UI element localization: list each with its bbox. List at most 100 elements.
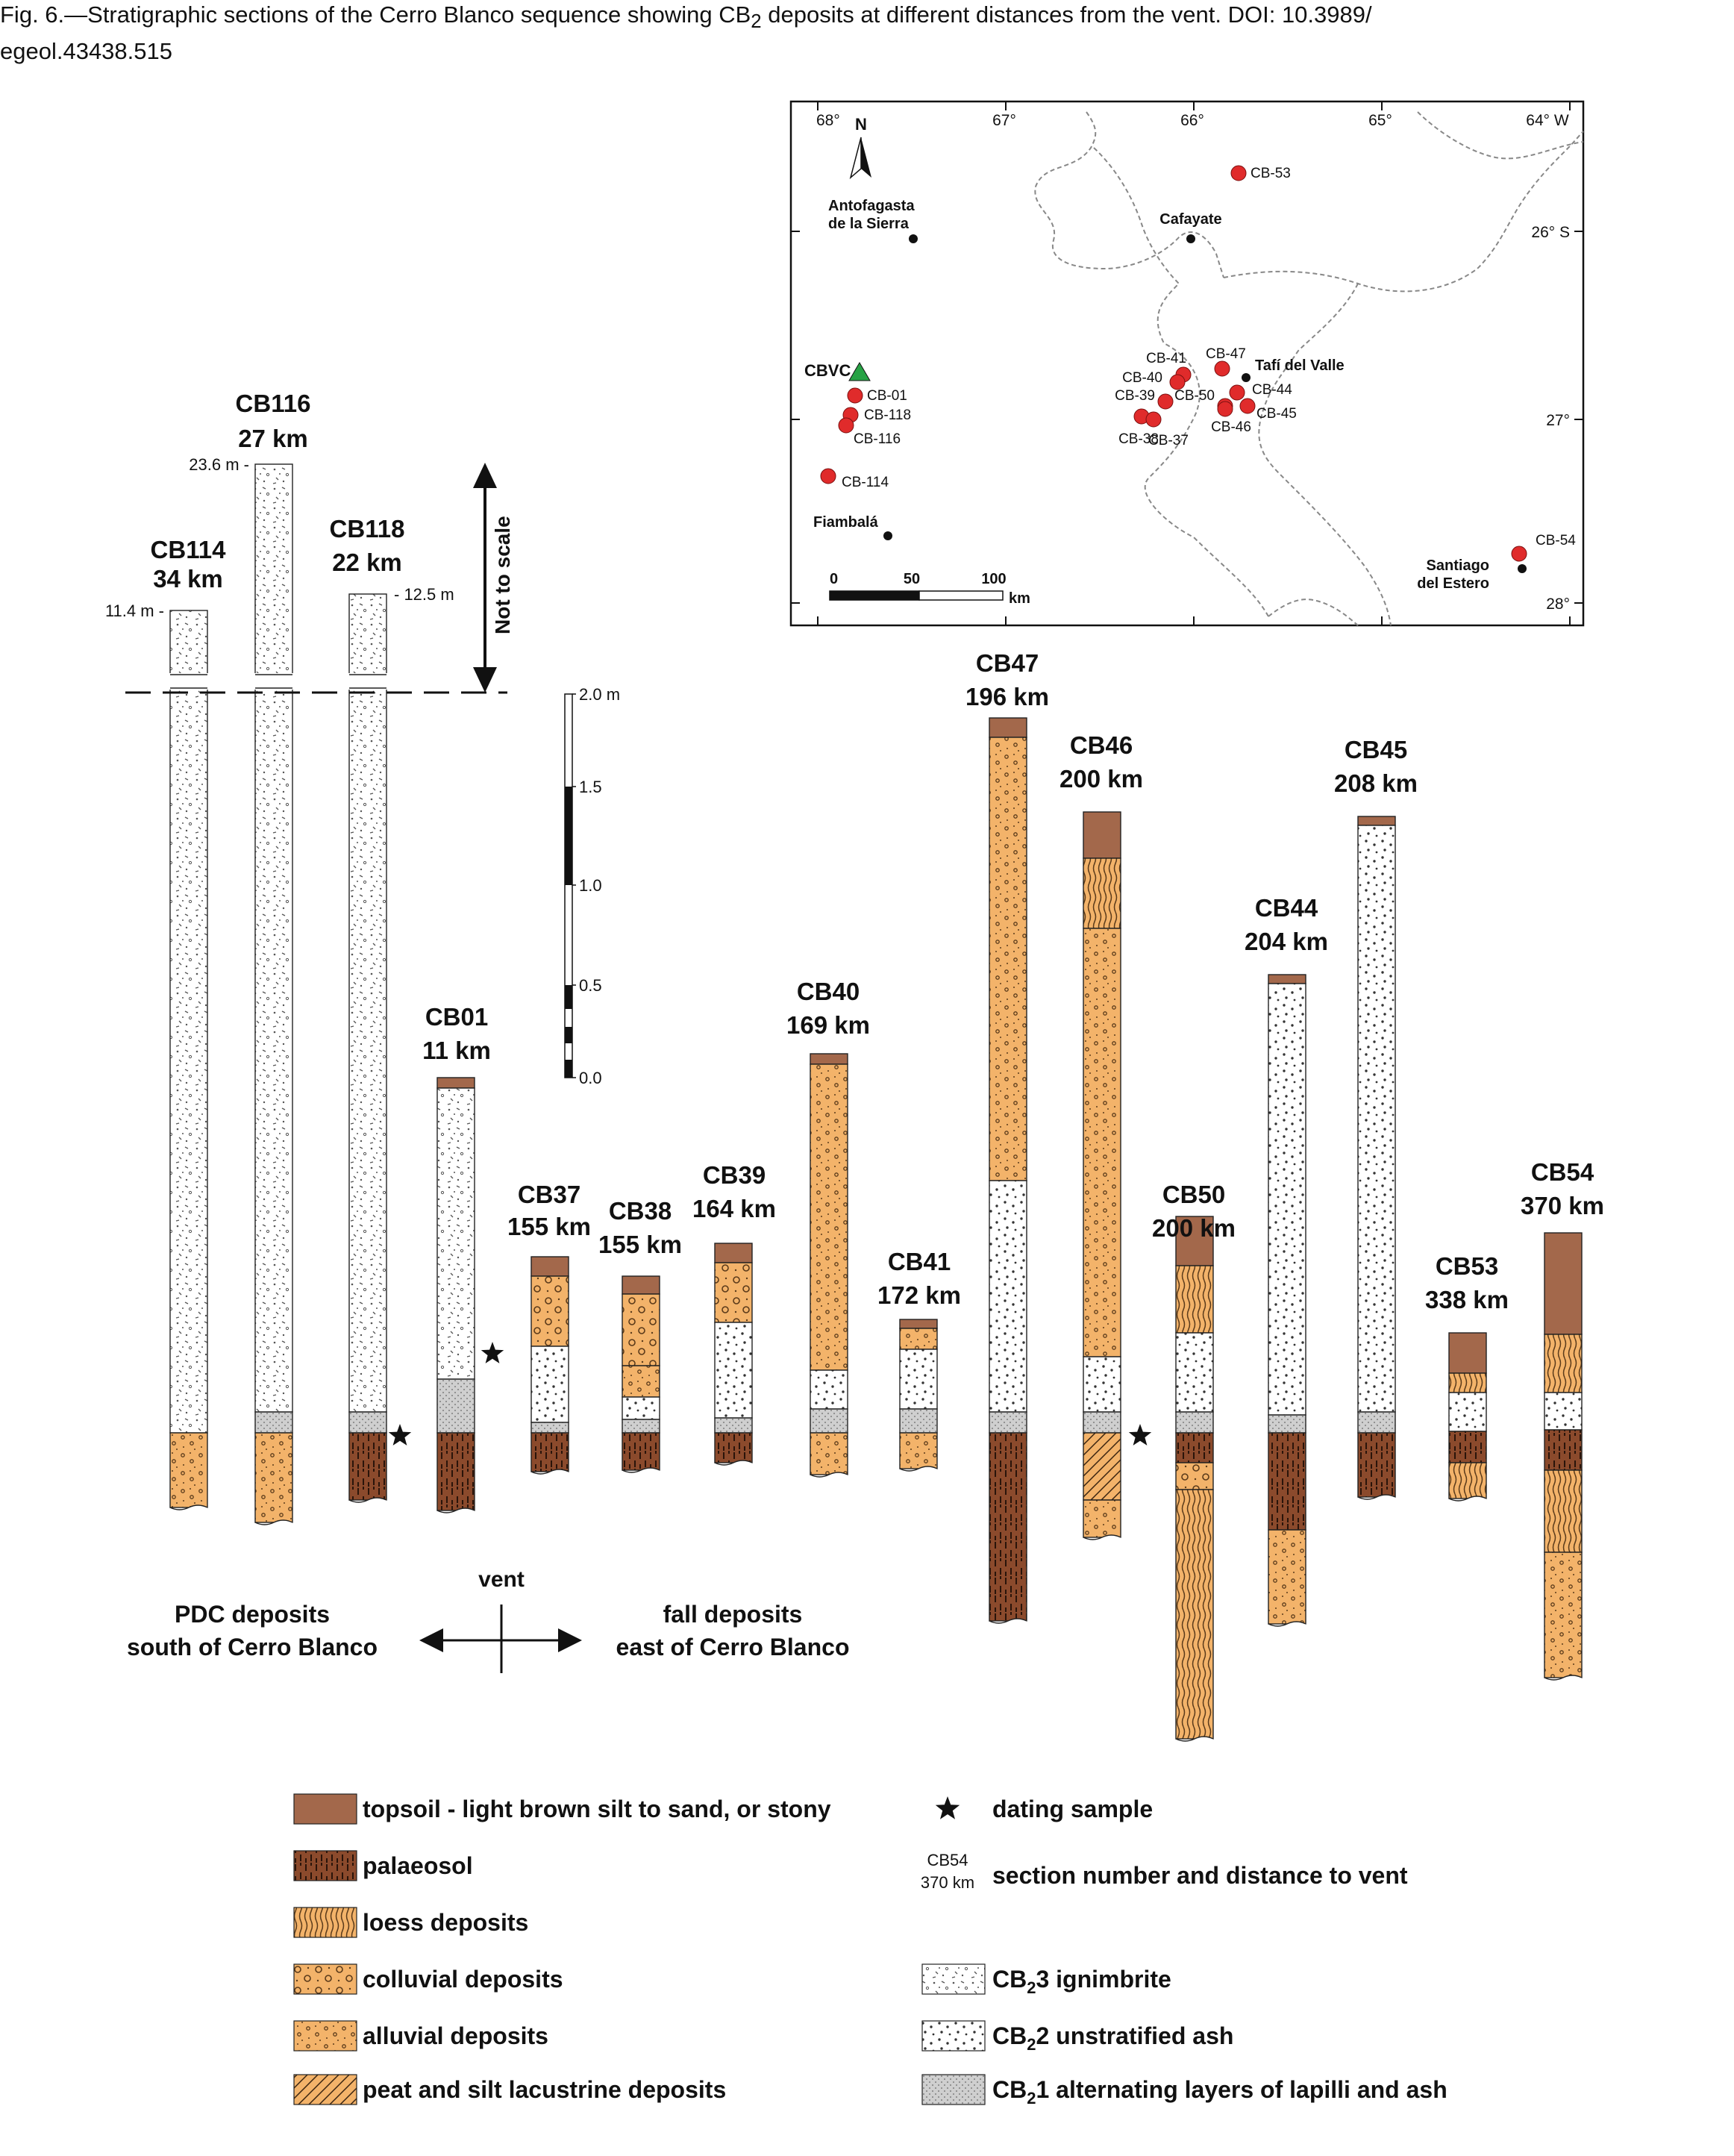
column-base-wave (1083, 1534, 1121, 1540)
section-column-cb44 (1268, 974, 1306, 1633)
section-name-cb53: CB53 (1436, 1252, 1498, 1280)
legend-label-topsoil: topsoil - light brown silt to sand, or s… (363, 1796, 831, 1822)
section-distance-cb53: 338 km (1425, 1286, 1509, 1313)
layer-allu (1083, 928, 1121, 1357)
section-distance-cb54: 370 km (1521, 1192, 1604, 1219)
column-base-wave (899, 1466, 938, 1472)
column-base-mask (349, 1498, 386, 1509)
section-column-cb38 (622, 1275, 660, 1479)
layer-ash (622, 1396, 660, 1420)
layer-ash (810, 1369, 848, 1410)
legend-dating-label: dating sample (992, 1796, 1153, 1822)
layer-allu (1083, 1499, 1121, 1538)
layer-allu (1544, 1552, 1583, 1678)
column-base-wave (436, 1507, 475, 1513)
top-depth-label: 23.6 m - (189, 455, 249, 474)
column-base-mask (1449, 1496, 1486, 1507)
lat-label: 27° (1546, 412, 1570, 429)
sample-site-label: CB-38 (1118, 431, 1159, 447)
fall-label-2: east of Cerro Blanco (616, 1634, 850, 1660)
sample-site-label: CB-41 (1146, 351, 1186, 366)
town-fiambala (883, 531, 892, 540)
sample-site-label: CB-50 (1174, 388, 1215, 404)
layer-top (436, 1077, 475, 1089)
pdc-label: PDC deposits (175, 1601, 330, 1628)
caption-subscript: 2 (751, 11, 762, 33)
legend-swatch-colluvial (293, 1963, 357, 1995)
layer-cb1 (622, 1419, 660, 1434)
layer-top (1357, 816, 1396, 826)
legend-key-name: CB54 (927, 1851, 968, 1869)
top-depth-label: - 12.5 m (394, 585, 454, 604)
legend-dating-star (935, 1796, 960, 1819)
layer-cb1 (1083, 1411, 1121, 1434)
column-base-wave (989, 1618, 1027, 1624)
layer-paleo (989, 1432, 1027, 1622)
scale-black-segment (565, 1027, 572, 1043)
layer-cb1 (530, 1422, 569, 1434)
section-distance-cb45: 208 km (1334, 769, 1418, 797)
figure-caption: Fig. 6.—Stratigraphic sections of the Ce… (0, 0, 1731, 66)
sample-site-marker (1229, 384, 1245, 401)
north-arrow-right (861, 137, 871, 178)
map-frame (789, 100, 1585, 627)
layer-allu (899, 1328, 938, 1350)
section-name-cb38: CB38 (609, 1197, 672, 1225)
layer-ash (530, 1346, 569, 1423)
town-label-antofagasta: Antofagasta (828, 198, 915, 214)
layer-top (1083, 811, 1121, 859)
column-base-wave (1268, 1621, 1306, 1627)
scale-label: 1.0 (579, 876, 602, 895)
sample-site-label: CB-114 (842, 475, 889, 490)
layer-cb1 (810, 1408, 848, 1434)
column-base-mask (1083, 1535, 1121, 1546)
top-depth-label: 11.4 m - (105, 602, 164, 620)
scale-black-segment (565, 1060, 572, 1078)
column-base-mask (531, 1469, 569, 1481)
layer-ash (714, 1322, 753, 1419)
lon-label: 65° (1368, 112, 1392, 129)
legend-label-cb1: CB21 alternating layers of lapilli and a… (992, 2076, 1447, 2107)
vent-label-cbvc: CBVC (804, 361, 851, 380)
lon-label: 67° (992, 112, 1016, 129)
section-distance-cb44: 204 km (1245, 928, 1328, 955)
section-name-cb45: CB45 (1345, 736, 1407, 763)
section-distance-cb01: 11 km (422, 1037, 491, 1064)
layer-ash (1268, 983, 1306, 1416)
layer-loess (1448, 1372, 1487, 1393)
map-scale-black (829, 590, 920, 601)
column-base-wave (1357, 1494, 1396, 1500)
section-name-cb40: CB40 (797, 978, 860, 1005)
legend-label-text: 2 unstratified ash (1036, 2022, 1233, 2049)
column-base-mask (255, 1520, 292, 1531)
town-label-cafayate: Cafayate (1159, 211, 1221, 228)
section-column-cb46 (1083, 811, 1121, 1546)
lon-label: 66° (1180, 112, 1204, 129)
layer-paleo (714, 1432, 753, 1463)
layer-loess (1175, 1265, 1214, 1334)
dating-sample-star (388, 1424, 412, 1446)
layer-top (899, 1319, 938, 1329)
layer-paleo (1268, 1432, 1306, 1531)
scale-label: 1.5 (579, 778, 602, 796)
sample-site-label: CB-01 (867, 388, 907, 404)
arrow-head-down (473, 667, 497, 693)
sample-site-label: CB-116 (854, 431, 901, 447)
section-distance-cb40: 169 km (786, 1011, 870, 1039)
town-label-santiago: Santiago (1427, 557, 1489, 574)
layer-top (1175, 1216, 1214, 1266)
section-distance-cb37: 155 km (507, 1213, 591, 1240)
town-antofagasta (909, 234, 918, 243)
layer-top (1268, 974, 1306, 984)
section-distance-cb41: 172 km (877, 1281, 961, 1309)
section-name-cb116: CB116 (236, 390, 311, 417)
town-cafayate (1186, 234, 1195, 243)
sample-site-marker (1157, 393, 1174, 410)
column-base-mask (1176, 1737, 1213, 1748)
section-column-cb118 (348, 593, 387, 1509)
town-label-santiago: del Estero (1417, 575, 1489, 592)
layer-top (989, 717, 1027, 738)
layer-paleo (1448, 1431, 1487, 1463)
